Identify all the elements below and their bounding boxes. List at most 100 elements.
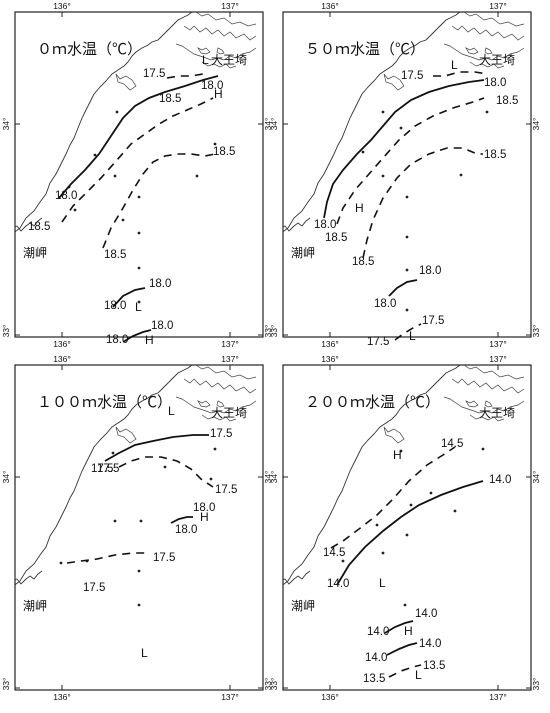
station-point xyxy=(381,110,385,114)
isotherm-label: 17.5 xyxy=(401,70,423,82)
isotherm-label: 17.5 xyxy=(143,68,165,80)
station-point xyxy=(137,266,141,270)
station-point xyxy=(73,208,77,212)
station-point xyxy=(115,110,119,114)
station-point xyxy=(399,126,403,130)
station-point xyxy=(139,519,143,523)
station-point xyxy=(137,231,141,235)
longitude-label: 137° xyxy=(221,354,239,364)
station-point xyxy=(195,174,199,178)
isotherm-label: 18.0 xyxy=(374,298,396,310)
station-point xyxy=(137,195,141,199)
isotherm-line xyxy=(388,279,418,297)
latitude-label: 33° xyxy=(269,678,279,691)
isotherm-label: 18.5 xyxy=(159,93,181,105)
station-point xyxy=(59,561,63,565)
isotherm-line xyxy=(386,642,418,656)
station-point xyxy=(361,150,365,154)
isotherm-label: 18.0 xyxy=(419,265,441,277)
station-point xyxy=(399,449,403,453)
isotherm-line xyxy=(61,97,214,223)
station-point xyxy=(405,533,409,537)
isotherm-label: 18.0 xyxy=(149,278,171,290)
panel-title: １００ｍ水温（℃） xyxy=(37,394,172,411)
isotherm-label: 17.5 xyxy=(97,463,119,475)
isotherm-line xyxy=(66,552,149,564)
station-point xyxy=(137,603,141,607)
isotherm-label: 18.5 xyxy=(213,146,235,158)
isotherm-label: 14.0 xyxy=(327,578,349,590)
isotherm-line xyxy=(58,75,219,199)
latitude-label: 34° xyxy=(531,471,541,484)
longitude-label: 137° xyxy=(489,1,507,11)
isotherm-label: 17.5 xyxy=(91,463,113,475)
isotherm-label: 13.5 xyxy=(423,660,445,672)
station-point xyxy=(137,300,141,304)
station-point xyxy=(213,447,217,451)
station-point xyxy=(209,477,213,481)
isotherm-line xyxy=(362,147,483,259)
longitude-label: 137° xyxy=(489,354,507,364)
latitude-label: 34° xyxy=(269,471,279,484)
high-marker: H xyxy=(404,624,413,638)
isotherm-label: 14.0 xyxy=(365,652,387,664)
latitude-label: 34° xyxy=(1,471,11,484)
high-marker: H xyxy=(200,510,209,524)
longitude-label: 137° xyxy=(489,339,507,349)
station-point xyxy=(113,174,117,178)
map-frame xyxy=(14,11,264,338)
map-panel-1: 136° 137° 136° 137° 34° 34° 33° 33° ０ｍ水温（℃） 大王埼潮岬… xyxy=(1,1,273,349)
station-point xyxy=(163,465,167,469)
isotherm-line xyxy=(104,434,209,462)
isotherm-label: 14.0 xyxy=(367,626,389,638)
low-marker: L xyxy=(141,646,148,660)
isotherm-label: 18.5 xyxy=(352,256,374,268)
isotherm-label: 17.5 xyxy=(367,336,389,348)
isotherm-label: 18.0 xyxy=(484,77,506,89)
latitude-label: 34° xyxy=(269,118,279,131)
isotherm-label: 17.5 xyxy=(210,428,232,440)
map-panel-3: 136° 137° 136° 137° 34° 34° 33° 33° １００ｍ水温（℃） 大王埼… xyxy=(1,354,273,702)
isotherm-label: 18.5 xyxy=(325,232,347,244)
latitude-label: 33° xyxy=(1,678,11,691)
station-point xyxy=(405,308,409,312)
isotherm-label: 18.0 xyxy=(175,524,197,536)
station-point xyxy=(481,447,485,451)
isotherm-label: 18.0 xyxy=(104,300,126,312)
high-marker: H xyxy=(355,201,364,215)
station-point xyxy=(381,174,385,178)
isotherm-line xyxy=(118,456,214,488)
isotherm-label: 17.5 xyxy=(83,582,105,594)
low-marker: L xyxy=(415,668,422,682)
cape-shio-label: 潮岬 xyxy=(291,245,315,260)
longitude-label: 136° xyxy=(321,339,339,349)
low-marker: L xyxy=(135,300,142,314)
isotherm-line xyxy=(336,480,484,586)
isotherm-label: 17.5 xyxy=(422,315,444,327)
longitude-label: 137° xyxy=(221,339,239,349)
low-marker: L xyxy=(168,404,175,418)
longitude-label: 136° xyxy=(53,354,71,364)
isotherm-line xyxy=(166,73,204,79)
isotherm-label: 18.5 xyxy=(28,221,50,233)
station-point xyxy=(405,268,409,272)
isotherm-line xyxy=(330,446,456,549)
isotherm-line xyxy=(102,153,216,249)
high-marker: H xyxy=(145,333,154,347)
station-point xyxy=(341,559,345,563)
isotherm-label: 18.5 xyxy=(104,249,126,261)
station-point xyxy=(375,523,379,527)
longitude-label: 137° xyxy=(221,1,239,11)
longitude-label: 136° xyxy=(321,1,339,11)
low-marker: L xyxy=(379,576,386,590)
latitude-label: 33° xyxy=(263,678,273,691)
cape-daio-label: 大王埼 xyxy=(211,53,247,67)
station-point xyxy=(485,110,489,114)
latitude-label: 33° xyxy=(269,325,279,338)
map-panel-2: 136° 137° 136° 137° 34° 34° 33° 33° ５０ｍ水温（℃） 大王埼潮… xyxy=(269,1,541,349)
station-point xyxy=(121,218,125,222)
map-frame xyxy=(282,11,532,338)
latitude-label: 34° xyxy=(1,118,11,131)
